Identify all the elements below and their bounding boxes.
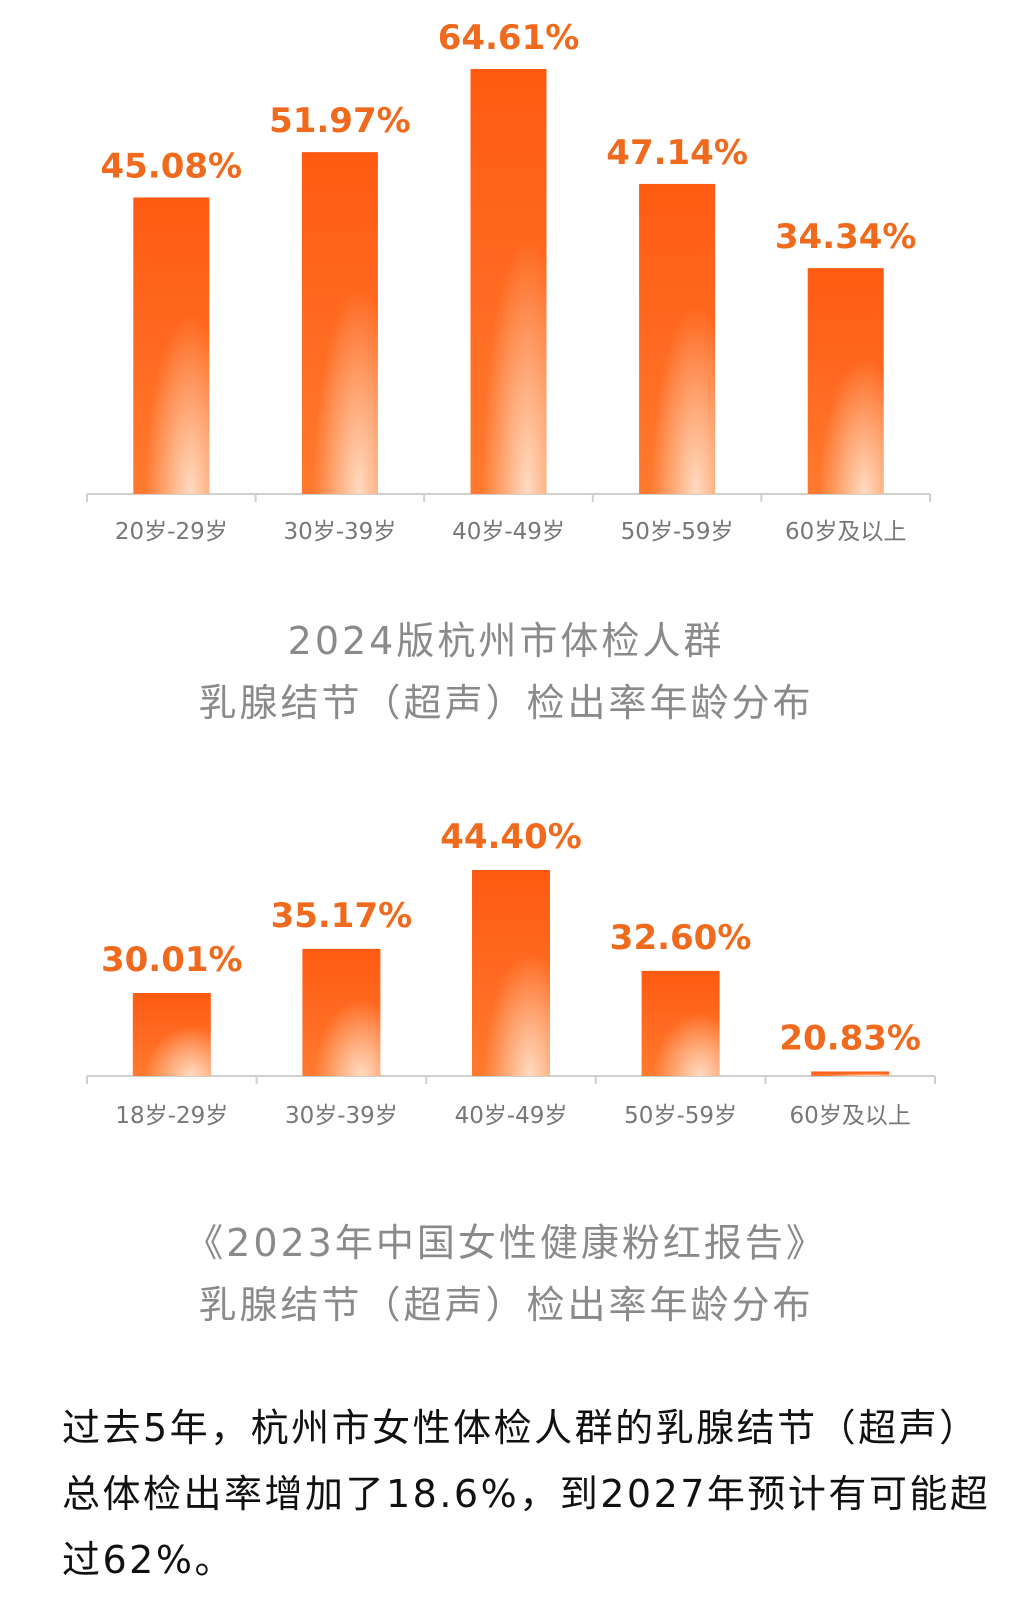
x-tick-label: 40岁-49岁 <box>452 519 565 545</box>
bar-value-label: 51.97% <box>269 101 411 141</box>
x-tick-label: 50岁-59岁 <box>621 519 734 545</box>
bar-highlight <box>639 183 716 494</box>
bar-highlight <box>302 948 381 1076</box>
x-tick-label: 18岁-29岁 <box>115 1103 228 1129</box>
x-tick-label: 20岁-29岁 <box>115 519 228 545</box>
caption-line-1: 《2023年中国女性健康粉红报告》 <box>185 1221 827 1265</box>
bar-value-label: 20.83% <box>779 1018 921 1058</box>
caption-line-1: 2024版杭州市体检人群 <box>287 619 725 663</box>
bar-chart-2024: 45.08% 20岁-29岁 51.97% 30岁-39岁 64.61% 40岁-49岁 4… <box>86 18 931 545</box>
bar-value-label: 34.34% <box>775 217 917 257</box>
bar-value-label: 44.40% <box>440 817 582 857</box>
bar-highlight <box>472 870 550 1076</box>
bar-highlight <box>807 268 884 494</box>
bar-highlight <box>641 970 720 1076</box>
x-tick-label: 60岁及以上 <box>790 1103 911 1129</box>
x-tick-label: 30岁-39岁 <box>283 519 396 545</box>
summary-paragraph: 过去5年，杭州市女性体检人群的乳腺结节（超声）总体检出率增加了18.6%，到20… <box>62 1406 991 1582</box>
bar-highlight <box>470 69 547 494</box>
bar-value-label: 30.01% <box>101 940 243 980</box>
bar-highlight <box>132 993 211 1076</box>
x-tick-label: 40岁-49岁 <box>455 1103 568 1129</box>
caption-line-2: 乳腺结节（超声）检出率年龄分布 <box>198 681 814 725</box>
bar-value-label: 64.61% <box>438 18 580 58</box>
chart-caption-2024: 2024版杭州市体检人群 乳腺结节（超声）检出率年龄分布 <box>0 610 1012 734</box>
bar-value-label: 32.60% <box>610 918 752 958</box>
bar-highlight <box>811 1071 890 1076</box>
chart-caption-2023: 《2023年中国女性健康粉红报告》 乳腺结节（超声）检出率年龄分布 <box>0 1212 1012 1336</box>
caption-line-2: 乳腺结节（超声）检出率年龄分布 <box>198 1283 814 1327</box>
bar-highlight <box>301 152 378 494</box>
bar-value-label: 35.17% <box>271 896 413 936</box>
bar-chart-2023: 30.01% 18岁-29岁 35.17% 30岁-39岁 44.40% 40岁-49岁 3… <box>86 817 936 1129</box>
x-tick-label: 60岁及以上 <box>785 519 906 545</box>
bar-value-label: 45.08% <box>100 146 242 186</box>
bar-highlight <box>133 197 210 494</box>
bar-value-label: 47.14% <box>606 133 748 173</box>
x-tick-label: 30岁-39岁 <box>285 1103 398 1129</box>
x-tick-label: 50岁-59岁 <box>624 1103 737 1129</box>
